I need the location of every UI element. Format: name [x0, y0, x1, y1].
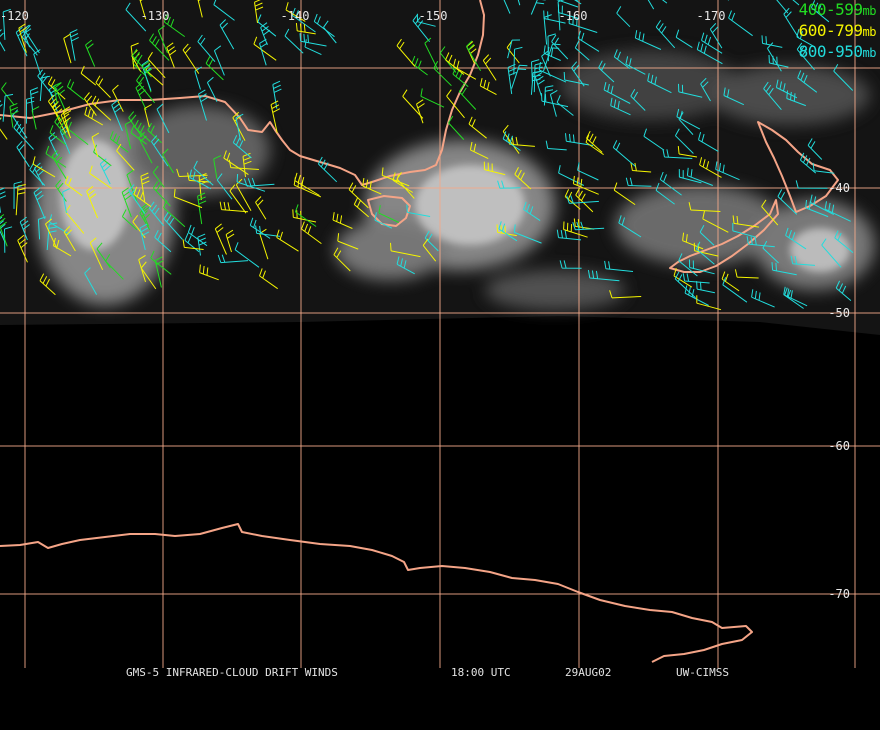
lon-label: -120	[0, 9, 29, 23]
caption-date: 29AUG02	[565, 666, 611, 679]
antarctica-coastline	[0, 524, 752, 662]
legend-entry-800-950: 800-950mb	[799, 42, 876, 63]
lat-label: -70	[828, 587, 850, 601]
lon-label: -150	[419, 9, 448, 23]
pressure-legend: 400-599mb 600-799mb 800-950mb	[799, 0, 876, 63]
lat-label: -50	[828, 306, 850, 320]
caption-time: 18:00 UTC	[451, 666, 511, 679]
caption-source: UW-CIMSS	[676, 666, 729, 679]
caption-title: GMS-5 INFRARED-CLOUD DRIFT WINDS	[126, 666, 338, 679]
legend-entry-400-599: 400-599mb	[799, 0, 876, 21]
lon-label: -170	[697, 9, 726, 23]
lon-label: -160	[559, 9, 588, 23]
lat-label: -40	[828, 181, 850, 195]
legend-entry-600-799: 600-799mb	[799, 21, 876, 42]
lat-label: -60	[828, 439, 850, 453]
lon-label: -130	[141, 9, 170, 23]
satellite-wind-map: -120 -130 -140 -150 -160 -170 -40 -50 -6…	[0, 0, 880, 680]
lon-label: -140	[281, 9, 310, 23]
image-caption: GMS-5 INFRARED-CLOUD DRIFT WINDS 18:00 U…	[0, 665, 880, 680]
